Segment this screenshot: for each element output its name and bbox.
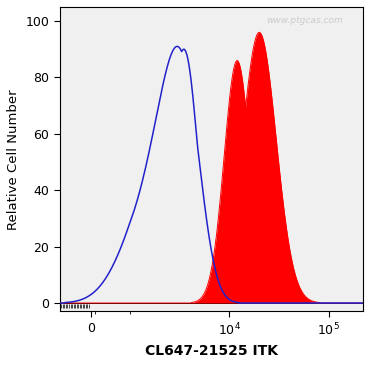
Y-axis label: Relative Cell Number: Relative Cell Number bbox=[7, 89, 20, 230]
Text: www.ptgcas.com: www.ptgcas.com bbox=[266, 16, 343, 25]
X-axis label: CL647-21525 ITK: CL647-21525 ITK bbox=[145, 344, 278, 358]
